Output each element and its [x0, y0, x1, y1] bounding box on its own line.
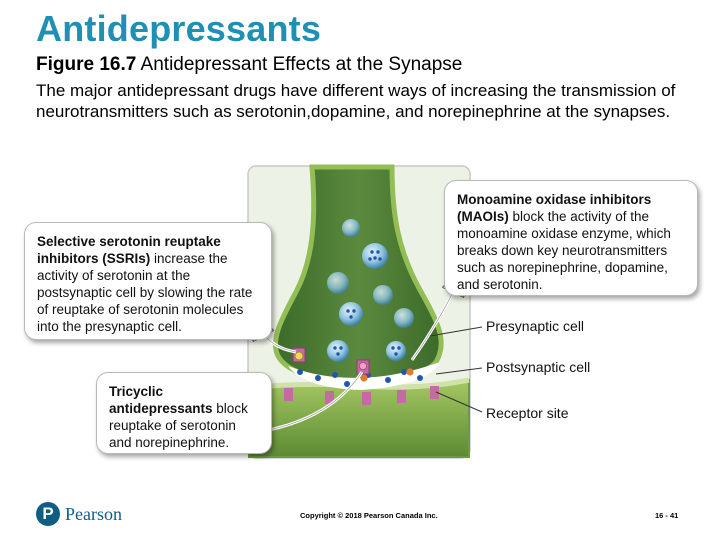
figure-caption: Figure 16.7 Antidepressant Effects at th…	[36, 54, 462, 76]
receptor-sites	[284, 386, 439, 405]
receptor-leader	[435, 391, 483, 413]
vesicle	[339, 302, 363, 326]
receptor-site	[362, 392, 371, 405]
copyright: Copyright © 2018 Pearson Canada Inc.	[300, 511, 438, 520]
tca-callout: Tricyclic antidepressants block reuptake…	[96, 372, 272, 454]
intro-text: The major antidepressant drugs have diff…	[36, 81, 676, 121]
tca-arrow-outline	[257, 371, 363, 433]
neurotransmitter	[332, 372, 338, 378]
synaptic-cleft	[288, 362, 440, 390]
receptor-site	[325, 391, 334, 404]
receptor-site	[430, 386, 439, 399]
tca-body: block reuptake of serotonin and norepine…	[109, 401, 248, 450]
neurotransmitter	[385, 377, 391, 383]
neurotransmitter	[417, 375, 423, 381]
drug-molecule	[360, 374, 368, 382]
slide-title: Antidepressants	[36, 8, 322, 49]
presynaptic-label: Presynaptic cell	[486, 318, 585, 334]
maoi-body: block the activity of the monoamine oxid…	[457, 209, 671, 292]
vesicle	[327, 272, 349, 294]
slide-number: 16 - 41	[655, 511, 679, 520]
receptor-site	[397, 390, 406, 403]
tca-molecule	[358, 361, 367, 370]
neurotransmitter	[297, 369, 303, 375]
figure-title: Antidepressant Effects at the Synapse	[136, 54, 463, 75]
neurotransmitters	[297, 369, 423, 387]
ssri-molecule	[294, 351, 304, 361]
pearson-logo: P Pearson	[36, 502, 122, 526]
vesicle	[394, 308, 414, 328]
vesicle-contents	[333, 250, 401, 356]
pearson-logo-word: Pearson	[65, 503, 122, 524]
vesicle	[327, 340, 349, 362]
neurotransmitter	[315, 375, 321, 381]
postsynaptic-leader	[435, 367, 483, 375]
receptor-site	[284, 388, 293, 401]
vesicle	[373, 285, 393, 305]
postsynaptic-label: Postsynaptic cell	[486, 359, 591, 375]
neurotransmitter	[344, 381, 350, 387]
pearson-logo-icon: P	[36, 502, 60, 526]
ssri-heading: Selective serotonin reuptake inhibitors …	[37, 234, 221, 266]
tca-heading: Tricyclic antidepressants	[109, 384, 213, 416]
neurotransmitter	[401, 369, 407, 375]
figure-label: Figure 16.7	[36, 54, 137, 75]
maoi-heading: Monoamine oxidase inhibitors (MAOIs)	[457, 192, 652, 224]
vesicle	[362, 243, 388, 269]
receptor-label: Receptor site	[486, 405, 569, 421]
drug-molecule	[406, 368, 414, 376]
vesicles	[327, 219, 414, 362]
maoi-callout: Monoamine oxidase inhibitors (MAOIs) blo…	[444, 180, 698, 296]
vesicle	[386, 341, 406, 361]
ssri-body: increase the activity of serotonin at th…	[37, 251, 253, 334]
presynaptic-leader	[429, 326, 483, 337]
ssri-callout: Selective serotonin reuptake inhibitors …	[24, 222, 272, 340]
vesicle	[342, 219, 360, 237]
